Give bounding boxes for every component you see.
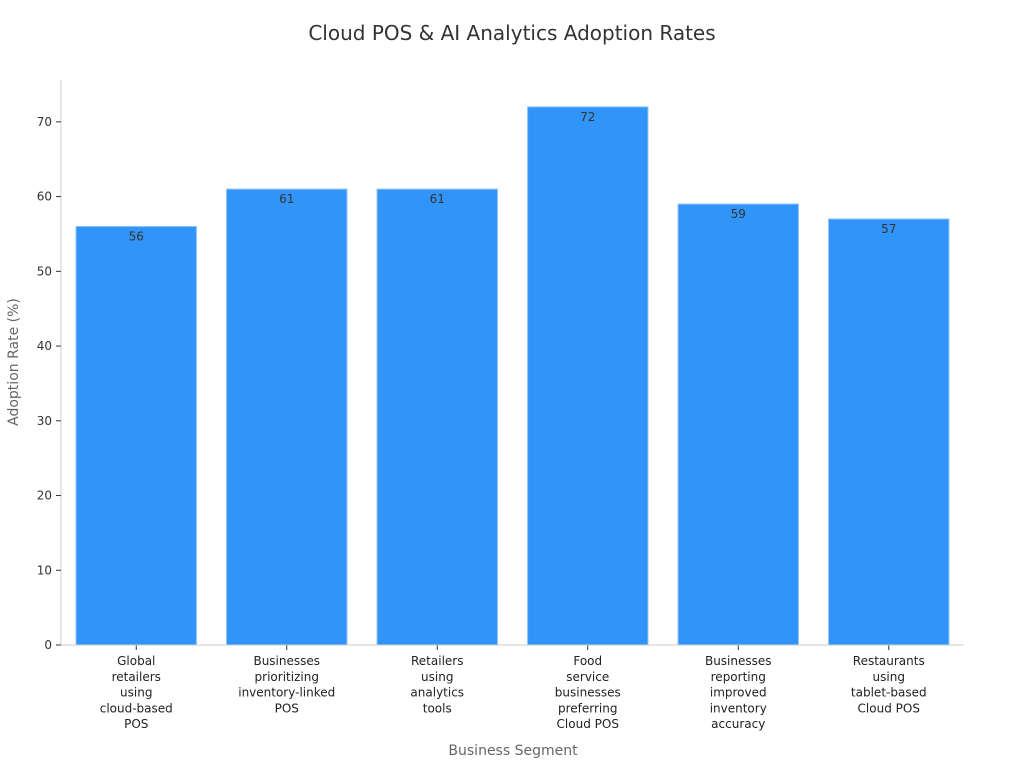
bar-5 — [828, 218, 950, 646]
x-tick-label-line: Cloud POS — [557, 717, 619, 731]
y-tick-label-0: 0 — [44, 638, 52, 652]
x-tick-label-3: Food service businesses preferring Cloud POS — [555, 654, 621, 731]
x-tick-label-line: businesses — [555, 686, 621, 700]
x-tick-label-line: analytics — [410, 686, 464, 700]
chart-title: Cloud POS & AI Analytics Adoption Rates — [308, 21, 715, 45]
x-tick-label-line: Restaurants — [853, 654, 925, 668]
x-tick-label-2: Retailers using analytics tools — [410, 654, 464, 715]
x-tick-label-line: service — [566, 670, 609, 684]
x-tick-label-line: tablet-based — [851, 686, 927, 700]
x-tick-label-5: Restaurants using tablet-based Cloud POS — [851, 654, 927, 715]
value-label-5: 57 — [881, 222, 896, 236]
x-tick-label-line: accuracy — [711, 717, 765, 731]
value-label-1: 61 — [279, 192, 294, 206]
x-tick-label-line: using — [120, 686, 152, 700]
x-tick-label-line: using — [421, 670, 453, 684]
x-tick-label-1: Businesses prioritizing inventory-linked PO… — [238, 654, 335, 715]
y-tick-label-4: 40 — [37, 339, 52, 353]
y-tick-label-5: 50 — [37, 264, 52, 278]
x-tick-label-4: Businesses reporting improved inventory accu… — [705, 654, 772, 731]
x-tick-label-line: tools — [423, 701, 452, 715]
x-tick-label-line: retailers — [112, 670, 161, 684]
value-label-0: 56 — [129, 229, 144, 243]
x-tick-label-line: prioritizing — [255, 670, 319, 684]
bar-4 — [677, 203, 799, 646]
x-tick-label-line: reporting — [711, 670, 766, 684]
bars-layer — [75, 106, 950, 646]
y-tick-label-3: 30 — [37, 414, 52, 428]
y-tick-label-6: 60 — [37, 190, 52, 204]
y-tick-label-1: 10 — [37, 563, 52, 577]
bar-2 — [376, 188, 498, 646]
x-tick-label-line: POS — [124, 717, 148, 731]
value-label-2: 61 — [430, 192, 445, 206]
y-tick-label-7: 70 — [37, 115, 52, 129]
value-label-4: 59 — [731, 207, 746, 221]
bar-1 — [226, 188, 348, 646]
x-axis-title: Business Segment — [448, 743, 578, 759]
y-axis-title: Adoption Rate (%) — [6, 298, 22, 426]
axes-layer — [56, 80, 964, 650]
x-tick-label-line: improved — [710, 686, 767, 700]
value-label-3: 72 — [580, 110, 595, 124]
x-tick-label-line: Cloud POS — [858, 701, 920, 715]
x-tick-label-line: Businesses — [253, 654, 320, 668]
x-tick-label-line: POS — [275, 701, 299, 715]
x-tick-label-line: Food — [573, 654, 602, 668]
bar-0 — [75, 225, 197, 646]
y-tick-label-2: 20 — [37, 489, 52, 503]
x-tick-label-line: using — [873, 670, 905, 684]
x-tick-label-line: cloud-based — [100, 701, 173, 715]
x-tick-label-0: Global retailers using cloud-based POS — [100, 654, 173, 731]
bar-3 — [527, 106, 649, 646]
x-tick-label-line: Retailers — [411, 654, 463, 668]
x-tick-label-line: Global — [117, 654, 155, 668]
x-tick-label-line: inventory — [710, 701, 767, 715]
x-tick-label-line: preferring — [558, 701, 618, 715]
x-tick-label-line: Businesses — [705, 654, 772, 668]
x-tick-label-line: inventory-linked — [238, 686, 335, 700]
